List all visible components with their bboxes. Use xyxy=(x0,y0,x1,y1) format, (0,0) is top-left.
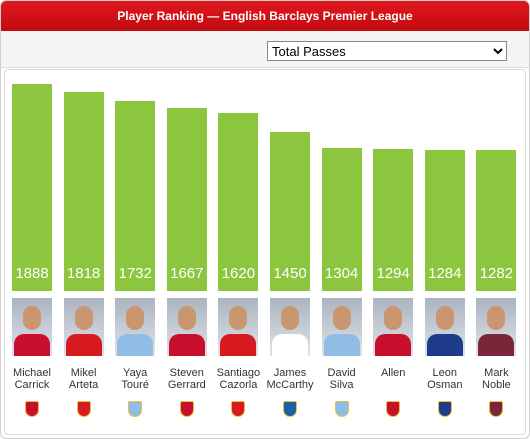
photo-head xyxy=(281,306,299,330)
bar xyxy=(115,101,156,291)
value-label: 1450 xyxy=(273,265,307,282)
value-label: 1294 xyxy=(376,265,410,282)
photo-shirt xyxy=(272,334,308,356)
player-photo xyxy=(321,298,362,356)
player-photo xyxy=(12,298,52,356)
photo-shirt xyxy=(117,334,154,356)
club-crest xyxy=(231,401,246,417)
club-crest xyxy=(334,401,349,417)
player-name: James McCarthy xyxy=(266,367,314,391)
player-photo xyxy=(270,298,310,356)
bar xyxy=(476,150,517,291)
photo-head xyxy=(384,306,403,330)
club-crest xyxy=(25,401,39,417)
toolbar: Total Passes xyxy=(1,31,529,68)
bar xyxy=(166,108,207,291)
club-crest xyxy=(179,401,194,417)
photo-head xyxy=(435,306,454,330)
photo-shirt xyxy=(478,334,515,356)
photo-head xyxy=(23,306,41,330)
chart-panel xyxy=(4,69,526,435)
player-photo xyxy=(424,298,465,356)
player-name: David Silva xyxy=(327,367,356,391)
value-label: 1304 xyxy=(324,265,359,282)
player-photo xyxy=(63,298,104,356)
photo-shirt xyxy=(323,334,360,356)
photo-head xyxy=(229,306,248,330)
club-crest xyxy=(76,401,91,417)
club-crest xyxy=(437,401,452,417)
photo-head xyxy=(126,306,145,330)
player-name: Mikel Arteta xyxy=(68,367,99,391)
value-label: 1282 xyxy=(479,265,514,282)
photo-head xyxy=(177,306,196,330)
player-name: Mark Noble xyxy=(482,367,511,391)
bar xyxy=(321,148,362,291)
player-name: Santiago Cazorla xyxy=(216,367,261,391)
photo-shirt xyxy=(168,334,205,356)
photo-shirt xyxy=(375,334,412,356)
value-label: 1888 xyxy=(15,265,49,282)
club-crest xyxy=(386,401,401,417)
club-crest xyxy=(283,401,297,417)
photo-shirt xyxy=(14,334,50,356)
bar xyxy=(373,149,414,291)
stat-selector[interactable]: Total Passes xyxy=(267,41,507,61)
player-name: Yaya Touré xyxy=(121,367,149,391)
player-photo xyxy=(218,298,259,356)
player-photo xyxy=(476,298,517,356)
photo-head xyxy=(74,306,93,330)
value-label: 1818 xyxy=(66,265,101,282)
photo-head xyxy=(332,306,351,330)
player-name: Steven Gerrard xyxy=(167,367,206,391)
club-crest xyxy=(128,401,143,417)
bar xyxy=(63,91,104,291)
player-photo xyxy=(373,298,414,356)
player-name: Michael Carrick xyxy=(13,367,51,391)
title: Player Ranking — English Barclays Premie… xyxy=(1,1,529,31)
photo-shirt xyxy=(426,334,463,356)
club-crest xyxy=(489,401,504,417)
value-label: 1620 xyxy=(221,265,256,282)
value-label: 1732 xyxy=(118,265,152,282)
player-name: Allen xyxy=(380,367,406,379)
player-name: Leon Osman xyxy=(427,367,463,391)
bar xyxy=(424,150,465,291)
bar xyxy=(270,132,310,291)
photo-head xyxy=(487,306,506,330)
value-label: 1284 xyxy=(428,265,462,282)
player-photo xyxy=(166,298,207,356)
photo-shirt xyxy=(65,334,102,356)
player-photo xyxy=(115,298,156,356)
photo-shirt xyxy=(220,334,257,356)
bar xyxy=(12,84,52,291)
bar xyxy=(218,113,259,291)
value-label: 1667 xyxy=(170,265,204,282)
